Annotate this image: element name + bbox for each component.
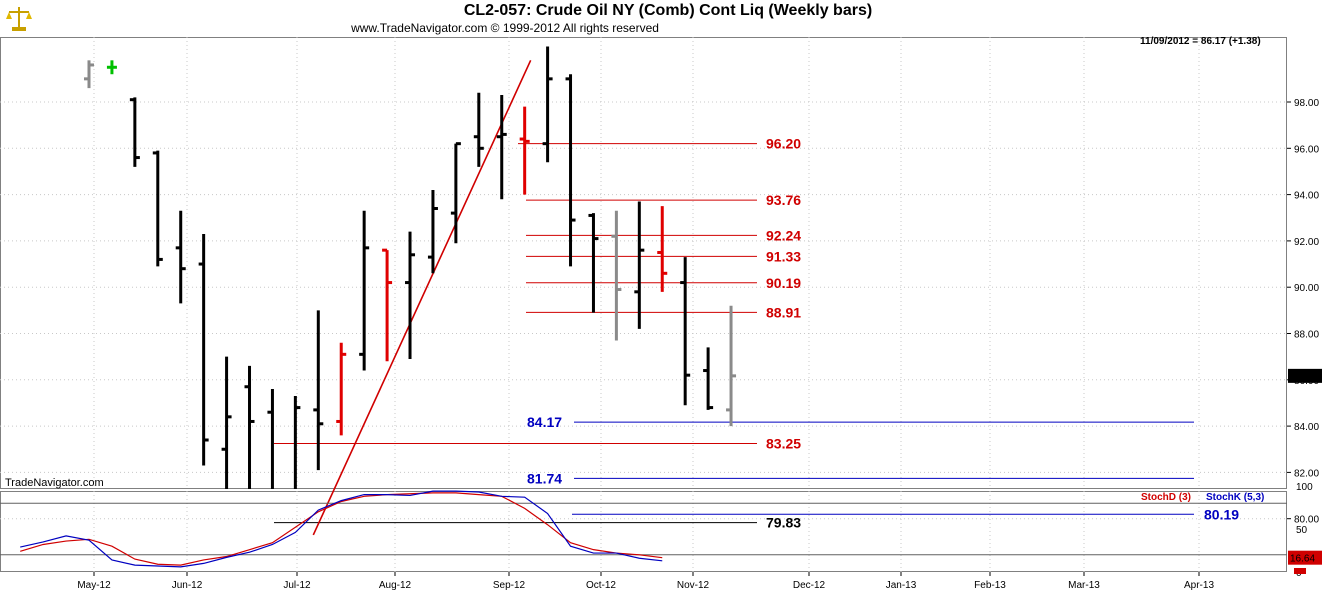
x-tick-label: Aug-12 — [379, 580, 412, 591]
stoch-tick-label: 50 — [1296, 525, 1308, 536]
x-tick-label: Jun-12 — [172, 580, 203, 591]
chart-title: CL2-057: Crude Oil NY (Comb) Cont Liq (W… — [463, 2, 873, 19]
y-tick-label: 94.00 — [1294, 191, 1319, 202]
level-label: 79.83 — [766, 515, 801, 531]
y-tick-label: 80.00 — [1294, 515, 1319, 526]
level-label: 81.74 — [527, 470, 562, 486]
stoch-value-marker — [1288, 550, 1322, 565]
level-label: 93.76 — [766, 192, 801, 208]
y-tick-label: 96.00 — [1294, 144, 1319, 155]
level-label: 91.33 — [766, 248, 801, 264]
stochastic-panel-frame — [0, 491, 1287, 572]
last-price-label: 86.17 — [1290, 372, 1315, 383]
y-tick-label: 92.00 — [1294, 237, 1319, 248]
last-price-marker — [1288, 368, 1322, 383]
y-tick-label: 88.00 — [1294, 330, 1319, 341]
chart-title-bar: CL2-057: Crude Oil NY (Comb) Cont Liq (W… — [0, 0, 1336, 22]
stoch-value-label: 16.64 — [1290, 554, 1315, 565]
y-tick-label: 98.00 — [1294, 98, 1319, 109]
x-tick-label: Sep-12 — [493, 580, 526, 591]
level-label: 83.25 — [766, 435, 801, 451]
x-tick-label: Apr-13 — [1184, 580, 1214, 591]
x-tick-label: Oct-12 — [586, 580, 616, 591]
level-label: 84.17 — [527, 414, 562, 430]
level-label: 90.19 — [766, 275, 801, 291]
ohlc-bars — [84, 46, 737, 489]
brand-label: TradeNavigator.com — [5, 477, 104, 489]
stochk-line — [20, 490, 663, 568]
scroll-indicator-icon — [1294, 568, 1306, 574]
x-tick-label: Jan-13 — [886, 580, 917, 591]
stochk-legend: StochK (5,3) — [1206, 492, 1265, 503]
level-label: 96.20 — [766, 136, 801, 152]
copyright-notice: www.TradeNavigator.com © 1999-2012 All r… — [351, 21, 659, 35]
x-tick-label: Mar-13 — [1068, 580, 1100, 591]
y-tick-label: 84.00 — [1294, 422, 1319, 433]
level-label: 92.24 — [766, 227, 801, 243]
price-panel-frame — [0, 37, 1287, 489]
last-price-info: 11/09/2012 = 86.17 (+1.38) — [1140, 36, 1261, 47]
gold-scale-logo-icon — [4, 3, 34, 33]
stochd-legend: StochD (3) — [1141, 492, 1191, 503]
y-tick-label: 82.00 — [1294, 468, 1319, 479]
x-tick-label: Nov-12 — [677, 580, 710, 591]
y-tick-label: 90.00 — [1294, 283, 1319, 294]
level-label: 88.91 — [766, 304, 801, 320]
stochd-line — [20, 492, 663, 566]
x-tick-label: May-12 — [77, 580, 111, 591]
x-tick-label: Dec-12 — [793, 580, 826, 591]
x-tick-label: Feb-13 — [974, 580, 1006, 591]
trendline — [312, 59, 532, 536]
x-tick-label: Jul-12 — [283, 580, 311, 591]
level-label: 80.19 — [1204, 506, 1239, 522]
stoch-tick-label: 100 — [1296, 482, 1313, 493]
